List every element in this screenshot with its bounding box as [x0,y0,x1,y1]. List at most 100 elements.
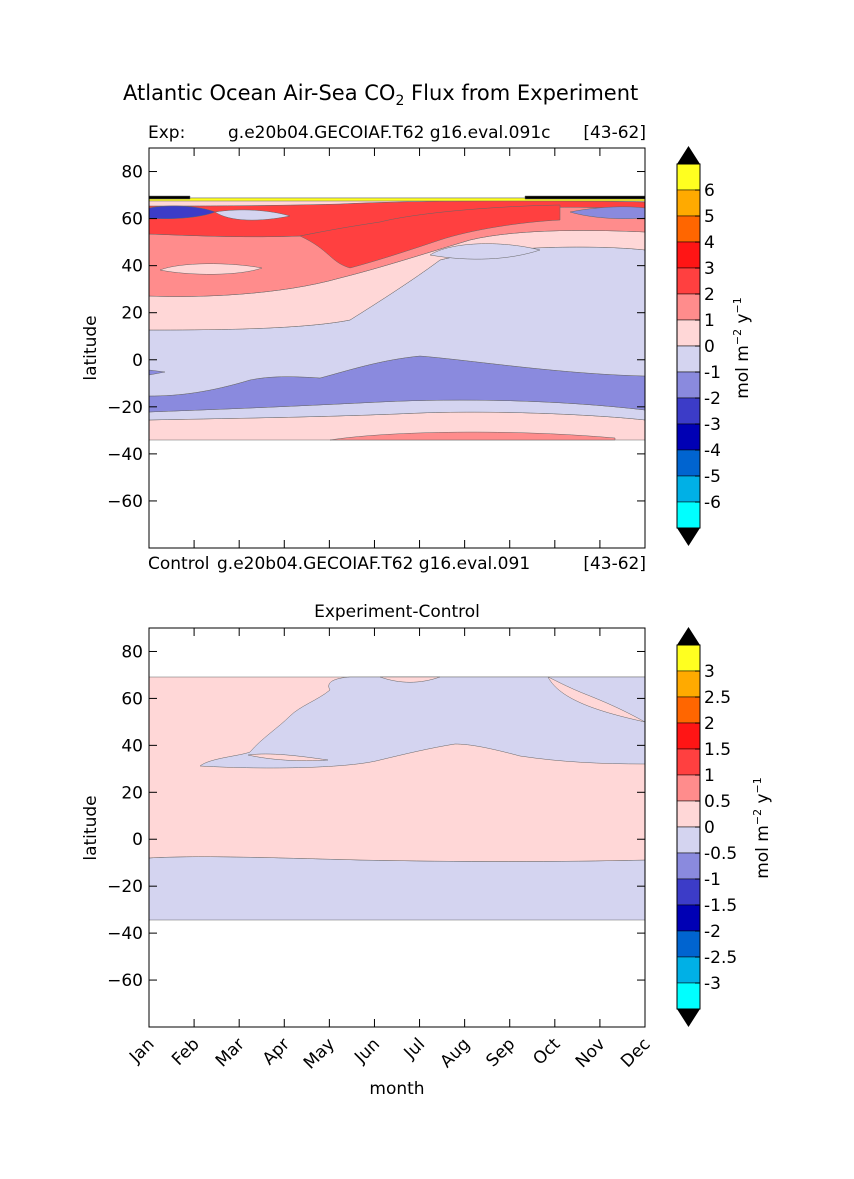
control-name: g.e20b04.GECOIAF.T62 g16.eval.091 [217,554,530,574]
colorbar-tick-label: -3 [704,415,721,435]
colorbar-tick-label: -1 [704,363,721,383]
top-colorbar-label: mol m−2 y−1 [731,297,753,399]
y-tick-label: 0 [132,830,143,850]
exp-label: Exp: [148,123,185,143]
colorbar-segment [676,982,701,1010]
colorbar-tick-label: -2 [704,389,721,409]
top-colorbar: 6 5 4 3 2 1 0 -1 -2 -3 -4 -5 -6 [676,146,721,546]
colorbar-segment [676,904,701,932]
x-tick-label: Apr [259,1034,294,1069]
colorbar-tick-label: 4 [704,233,715,253]
y-tick-label: 80 [121,642,143,662]
bottom-xlabel: month [369,1079,424,1099]
control-years: [43-62] [583,554,646,574]
colorbar-segment [676,670,701,698]
colorbar-extend-top [677,627,700,645]
colorbar-tick-label: -3 [704,974,721,994]
x-tick-label: Nov [572,1034,610,1072]
x-tick-label: Mar [212,1034,249,1071]
bottom-region-pink-cap [379,676,441,683]
y-tick-label: 0 [132,351,143,371]
y-tick-label: −40 [107,924,143,944]
x-tick-label: Jun [350,1034,384,1068]
colorbar-segment [676,748,701,776]
colorbar-segment [676,371,701,399]
colorbar-segment [676,215,701,243]
x-tick-label: Sep [482,1034,519,1071]
top-plot-frame [148,147,646,549]
x-tick-label: Feb [168,1034,203,1069]
y-tick-label: 80 [121,163,143,183]
exp-years: [43-62] [583,123,646,143]
x-tick-label: Jan [125,1034,158,1067]
colorbar-segment [676,397,701,425]
colorbar-segment [676,267,701,295]
colorbar-segment [676,852,701,880]
bottom-colorbar-label: mol m−2 y−1 [751,777,773,879]
y-tick-label: 20 [121,783,143,803]
colorbar-tick-label: 1 [704,766,715,786]
bottom-region-pink-lens [247,753,329,762]
colorbar-segment [676,475,701,503]
figure-title: Atlantic Ocean Air-Sea CO2 Flux from Exp… [123,81,638,109]
top-plot-area [148,147,646,549]
colorbar-tick-label: 2 [704,714,715,734]
top-band-strong-red-tongue [299,204,561,269]
x-tick-label: May [300,1034,339,1073]
colorbar-tick-label: -0.5 [704,844,737,864]
colorbar-segment [676,930,701,958]
colorbar-tick-label: -6 [704,493,721,513]
colorbar-tick-label: 0 [704,818,715,838]
y-tick-label: −60 [107,971,143,991]
y-tick-label: −60 [107,492,143,512]
top-band-south-red [329,431,616,441]
colorbar-segment [676,722,701,750]
y-tick-label: 40 [121,257,143,277]
top-band-north-lightblue-west [214,209,291,221]
colorbar-tick-label: -4 [704,441,721,461]
colorbar-segment [676,501,701,529]
colorbar-tick-label: 0.5 [704,792,731,812]
colorbar-tick-label: -1.5 [704,896,737,916]
x-tick-label: Dec [617,1034,654,1071]
colorbar-segment [676,800,701,828]
y-tick-label: 40 [121,736,143,756]
bottom-plot-frame [148,627,646,1028]
colorbar-segment [676,241,701,269]
colorbar-segment [676,644,701,672]
y-tick-label: −40 [107,445,143,465]
control-label: Control [148,554,209,574]
colorbar-tick-label: 3 [704,259,715,279]
colorbar-tick-label: 2.5 [704,688,731,708]
colorbar-tick-label: -2.5 [704,948,737,968]
bottom-title: Experiment-Control [314,602,480,622]
top-ylabel: latitude [81,315,101,380]
colorbar-segment [676,163,701,191]
x-tick-label: Oct [529,1034,564,1069]
bottom-region-north-negative-tongue [199,676,646,769]
colorbar-tick-label: 3 [704,662,715,682]
colorbar-tick-label: 2 [704,285,715,305]
colorbar-tick-label: -2 [704,922,721,942]
colorbar-tick-label: -1 [704,870,721,890]
y-tick-label: 20 [121,304,143,324]
bottom-colorbar: 3 2.5 2 1.5 1 0.5 0 -0.5 -1 -1.5 -2 -2.5 -3 [676,627,737,1027]
colorbar-extend-bottom [677,1009,700,1027]
colorbar-tick-label: 5 [704,207,715,227]
x-tick-label: Jul [400,1034,429,1063]
top-band-pink-lens [159,263,263,275]
bottom-ylabel: latitude [81,795,101,860]
colorbar-segment [676,696,701,724]
colorbar-tick-label: 0 [704,337,715,357]
top-band-blue-lens [429,243,541,260]
colorbar-segment [676,878,701,906]
bottom-plot-area [148,627,646,1028]
bottom-y-axis: 80 60 40 20 0 −20 −40 −60 [107,642,645,991]
colorbar-segment [676,189,701,217]
colorbar-segment [676,774,701,802]
colorbar-segment [676,345,701,373]
colorbar-segment [676,423,701,451]
colorbar-extend-top [677,146,700,164]
colorbar-tick-label: -5 [704,467,721,487]
